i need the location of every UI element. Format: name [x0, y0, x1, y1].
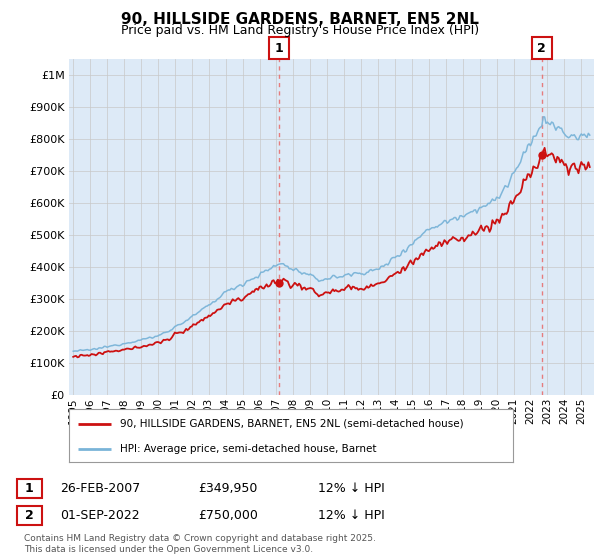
Text: 2: 2 — [25, 508, 34, 522]
Text: 1: 1 — [274, 41, 283, 54]
Text: 26-FEB-2007: 26-FEB-2007 — [60, 482, 140, 495]
Text: 2: 2 — [538, 41, 546, 54]
Text: £349,950: £349,950 — [198, 482, 257, 495]
Text: 01-SEP-2022: 01-SEP-2022 — [60, 508, 140, 522]
FancyBboxPatch shape — [532, 38, 552, 59]
Text: 12% ↓ HPI: 12% ↓ HPI — [318, 482, 385, 495]
Text: Contains HM Land Registry data © Crown copyright and database right 2025.
This d: Contains HM Land Registry data © Crown c… — [24, 534, 376, 554]
FancyBboxPatch shape — [269, 38, 289, 59]
Text: £750,000: £750,000 — [198, 508, 258, 522]
Text: 90, HILLSIDE GARDENS, BARNET, EN5 2NL (semi-detached house): 90, HILLSIDE GARDENS, BARNET, EN5 2NL (s… — [120, 419, 464, 429]
Text: 90, HILLSIDE GARDENS, BARNET, EN5 2NL: 90, HILLSIDE GARDENS, BARNET, EN5 2NL — [121, 12, 479, 27]
Text: HPI: Average price, semi-detached house, Barnet: HPI: Average price, semi-detached house,… — [120, 444, 377, 454]
Text: Price paid vs. HM Land Registry's House Price Index (HPI): Price paid vs. HM Land Registry's House … — [121, 24, 479, 37]
Text: 12% ↓ HPI: 12% ↓ HPI — [318, 508, 385, 522]
Text: 1: 1 — [25, 482, 34, 495]
